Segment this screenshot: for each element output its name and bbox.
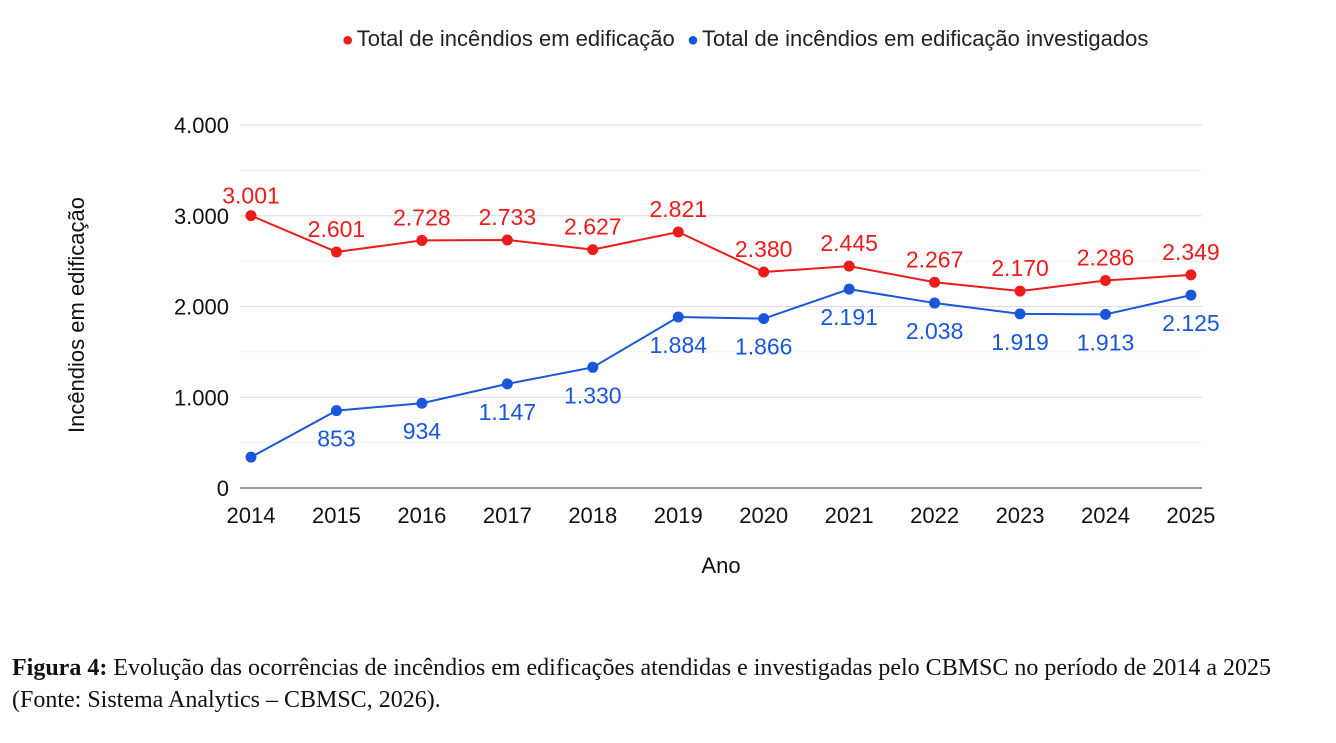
data-label: 934 — [403, 418, 442, 444]
data-point — [330, 405, 342, 417]
data-point — [587, 244, 599, 256]
data-label: 1.919 — [991, 329, 1049, 355]
data-point — [843, 283, 855, 295]
data-point — [672, 226, 684, 238]
data-label: 2.601 — [308, 216, 366, 242]
y-tick-label: 1.000 — [174, 385, 229, 410]
data-point — [1014, 308, 1026, 320]
x-tick-label: 2020 — [739, 503, 788, 528]
data-label: 1.866 — [735, 334, 793, 360]
data-label: 2.170 — [991, 255, 1049, 281]
legend-label-total: Total de incêndios em edificação — [356, 26, 675, 51]
x-tick-label: 2014 — [227, 503, 276, 528]
data-point — [672, 311, 684, 323]
legend-marker-red: ● — [341, 29, 354, 51]
axes: 0 1.000 2.000 3.000 4.000 2014 2015 2016 2017 201… — [174, 113, 1215, 528]
x-tick-label: 2019 — [654, 503, 703, 528]
x-tick-label: 2024 — [1081, 503, 1130, 528]
x-tick-label: 2017 — [483, 503, 532, 528]
data-point — [758, 266, 770, 278]
data-point — [1185, 289, 1197, 301]
x-tick-label: 2016 — [397, 503, 446, 528]
data-label: 2.286 — [1077, 245, 1135, 271]
data-label: 2.267 — [906, 246, 964, 272]
legend-marker-blue: ● — [686, 29, 699, 51]
x-tick-label: 2018 — [568, 503, 617, 528]
figure-caption: Figura 4: Evolução das ocorrências de in… — [12, 652, 1322, 716]
y-tick-label: 4.000 — [174, 113, 229, 138]
data-label: 2.733 — [479, 204, 537, 230]
data-label: 3.001 — [222, 183, 280, 209]
data-label: 1.884 — [649, 332, 707, 358]
legend-entry-investigated: ● Total de incêndios em edificação invest… — [687, 26, 1148, 51]
data-label: 2.380 — [735, 236, 793, 262]
data-label: 853 — [317, 426, 355, 452]
data-point — [416, 234, 428, 246]
x-axis-title: Ano — [701, 553, 740, 578]
data-point — [587, 361, 599, 373]
line-chart: 0 1.000 2.000 3.000 4.000 2014 2015 2016 2017 201… — [64, 113, 1220, 578]
data-label: 2.821 — [649, 196, 707, 222]
data-point — [501, 234, 513, 246]
y-tick-label: 0 — [217, 476, 229, 501]
data-label: 1.330 — [564, 382, 622, 408]
data-point — [758, 313, 770, 325]
x-tick-label: 2025 — [1166, 503, 1215, 528]
data-point — [1100, 275, 1111, 287]
data-label: 2.191 — [820, 304, 878, 330]
data-point — [1014, 285, 1026, 297]
series-line-1 — [250, 288, 1192, 459]
x-tick-label: 2022 — [910, 503, 959, 528]
legend-label-investigated: Total de incêndios em edificação investi… — [701, 26, 1149, 51]
data-label: 2.445 — [820, 230, 878, 256]
data-point — [245, 451, 257, 463]
grid-lines — [240, 124, 1202, 444]
data-point — [501, 378, 513, 390]
data-point — [929, 276, 941, 288]
y-tick-label: 3.000 — [174, 204, 229, 229]
data-label: 1.147 — [479, 399, 537, 425]
data-point — [416, 397, 428, 409]
x-tick-label: 2023 — [996, 503, 1045, 528]
series — [245, 210, 1197, 463]
x-tick-label: 2021 — [825, 503, 874, 528]
data-label: 2.627 — [564, 214, 622, 240]
data-label: 1.913 — [1077, 329, 1135, 355]
data-label: 2.349 — [1162, 239, 1220, 265]
data-label: 2.038 — [906, 318, 964, 344]
caption-text: Evolução das ocorrências de incêndios em… — [12, 655, 1272, 713]
legend-entry-total: ● Total de incêndios em edificação — [342, 26, 675, 51]
data-point — [245, 210, 257, 222]
data-point — [843, 260, 855, 272]
data-labels: 3.001 2.601 2.728 2.733 2.627 2.821 2.380 2.445… — [222, 183, 1220, 452]
data-label: 2.728 — [393, 204, 451, 230]
x-tick-label: 2015 — [312, 503, 361, 528]
y-tick-label: 2.000 — [174, 295, 229, 320]
data-label: 2.125 — [1162, 310, 1220, 336]
data-point — [1185, 269, 1197, 281]
y-axis-title: Incêndios em edificação — [64, 197, 89, 433]
caption-label: Figura 4: — [12, 655, 108, 681]
data-point — [929, 297, 941, 309]
chart-legend: ● Total de incêndios em edificação ● Total… — [0, 26, 1336, 52]
data-point — [330, 246, 342, 258]
data-point — [1100, 308, 1111, 320]
series-line-0 — [250, 214, 1192, 293]
